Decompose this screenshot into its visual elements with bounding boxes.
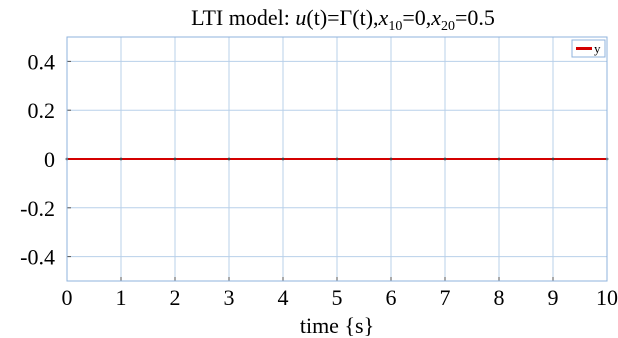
- x-tick-label: 1: [116, 285, 127, 310]
- y-tick-label: -0.4: [20, 245, 55, 270]
- title-prefix: LTI model:: [191, 5, 295, 30]
- x-tick-label: 8: [494, 285, 505, 310]
- plot-frame: [66, 36, 608, 282]
- chart-title: LTI model: u(t)=Γ(t),x10=0,x20=0.5: [191, 5, 495, 34]
- data-point: [227, 157, 231, 161]
- y-tick-label: -0.2: [20, 196, 55, 221]
- y-tick-label: 0.2: [28, 98, 56, 123]
- x-tick-label: 9: [548, 285, 559, 310]
- title-eq3: =0.5: [455, 5, 495, 30]
- title-x2-sub: 20: [441, 19, 455, 34]
- title-eq2: =0,: [402, 5, 431, 30]
- title-comma1: ,: [373, 5, 379, 30]
- data-point: [281, 157, 285, 161]
- data-point: [389, 157, 393, 161]
- x-tick-label: 5: [332, 285, 343, 310]
- x-tick-label: 10: [596, 285, 618, 310]
- x-tick-label: 2: [170, 285, 181, 310]
- data-point: [497, 157, 501, 161]
- tick-labels: 0 1 2 3 4 5 6 7 8 9 10 0.4 0.2 0 -0.2 -0.4: [20, 49, 618, 310]
- data-point: [443, 157, 447, 161]
- title-x1: x: [378, 5, 389, 30]
- x-tick-label: 0: [62, 285, 73, 310]
- data-point: [173, 157, 177, 161]
- title-x2: x: [430, 5, 441, 30]
- title-u: u: [295, 5, 306, 30]
- y-tick-label: 0.4: [28, 49, 56, 74]
- title-x1-sub: 10: [388, 19, 402, 34]
- x-tick-label: 3: [224, 285, 235, 310]
- data-point: [551, 157, 555, 161]
- grid: [67, 37, 607, 281]
- data-point: [119, 157, 123, 161]
- x-tick-label: 6: [386, 285, 397, 310]
- x-axis-label: time {s}: [300, 313, 374, 338]
- series-lines: [65, 157, 609, 161]
- x-tick-label: 4: [278, 285, 289, 310]
- title-t2: (t): [352, 5, 373, 30]
- data-point: [335, 157, 339, 161]
- y-tick-label: 0: [44, 147, 55, 172]
- x-tick-label: 7: [440, 285, 451, 310]
- title-eq1: =Γ: [327, 5, 352, 30]
- legend: y: [571, 39, 606, 58]
- title-t1: (t): [306, 5, 327, 30]
- legend-label-y: y: [594, 41, 601, 56]
